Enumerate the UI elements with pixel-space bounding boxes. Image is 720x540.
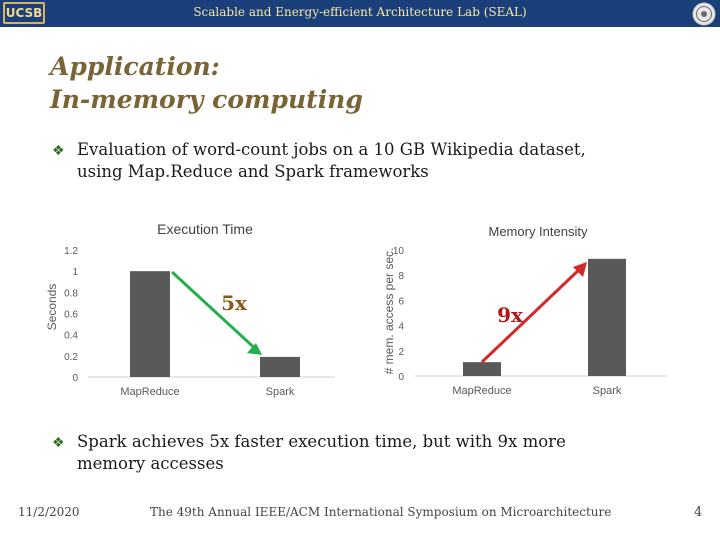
chart2-ytick-label: 10 [393, 246, 405, 257]
seal-icon [692, 2, 716, 26]
chart1-annotation: 5x [221, 291, 248, 315]
chart1-xtick-label: Spark [266, 386, 295, 398]
chart2-xtick-label: MapReduce [452, 385, 511, 397]
chart2-annotation: 9x [497, 303, 524, 327]
footer-conference: The 49th Annual IEEE/ACM International S… [150, 505, 612, 519]
lab-title: Scalable and Energy-efficient Architectu… [193, 5, 527, 19]
slide-title: Application: In-memory computing [50, 50, 363, 116]
chart1-ytick-label: 1.2 [64, 246, 78, 257]
ucsb-logo: UCSB [3, 2, 45, 24]
chart2-ytick-label: 6 [398, 296, 404, 307]
chart1-ytick-label: 0.8 [64, 288, 78, 299]
title-line-1: Application: [50, 52, 220, 81]
title-line-2: In-memory computing [50, 85, 363, 114]
diamond-bullet-icon: ❖ [52, 435, 65, 451]
chart2-arrowhead [573, 262, 587, 277]
chart1-ytick-label: 0.4 [64, 331, 78, 342]
chart1-ytick-label: 0.6 [64, 310, 78, 321]
chart2-xtick-label: Spark [593, 385, 622, 397]
chart1-xtick-label: MapReduce [120, 386, 179, 398]
chart2-title: Memory Intensity [489, 224, 588, 239]
chart1-arrow [170, 270, 262, 355]
chart2-ytick-label: 8 [398, 271, 404, 282]
chart1-bar-mapreduce [130, 271, 170, 377]
chart2-ytick-label: 0 [398, 372, 404, 383]
header-bar: UCSB Scalable and Energy-efficient Archi… [0, 0, 720, 27]
chart2-ytick-label: 4 [398, 322, 404, 333]
chart2-bar-spark [588, 258, 626, 376]
chart1-ylabel: Seconds [45, 284, 59, 331]
bullet-2: ❖ Spark achieves 5x faster execution tim… [52, 431, 566, 475]
footer-date: 11/2/2020 [18, 505, 80, 519]
bullet-2-line-1: Spark achieves 5x faster execution time,… [77, 432, 566, 451]
chart1-ytick-label: 0.2 [64, 352, 78, 363]
chart2-arrow [480, 264, 585, 364]
chart1-bar-spark [260, 356, 300, 377]
bullet-1-line-2: using Map.Reduce and Spark frameworks [77, 162, 429, 181]
chart2-ylabel: # mem. access per sec. [382, 248, 396, 375]
chart2-bar-mapreduce [463, 362, 501, 376]
charts-panel: Execution Time Seconds 0 0.2 0.4 0.6 0.8 1 1.2… [45, 221, 668, 398]
footer-page-number: 4 [694, 505, 703, 520]
bullet-1-line-1: Evaluation of word-count jobs on a 10 GB… [77, 140, 586, 159]
chart1-arrowhead [247, 343, 262, 355]
bullet-1: ❖ Evaluation of word-count jobs on a 10 … [52, 139, 586, 183]
chart1-title: Execution Time [157, 221, 253, 237]
chart1-ytick-label: 0 [72, 373, 78, 384]
diamond-bullet-icon: ❖ [52, 143, 65, 159]
bullet-2-line-2: memory accesses [77, 454, 224, 473]
chart2-ytick-label: 2 [398, 347, 404, 358]
chart1-ytick-label: 1 [72, 267, 78, 278]
